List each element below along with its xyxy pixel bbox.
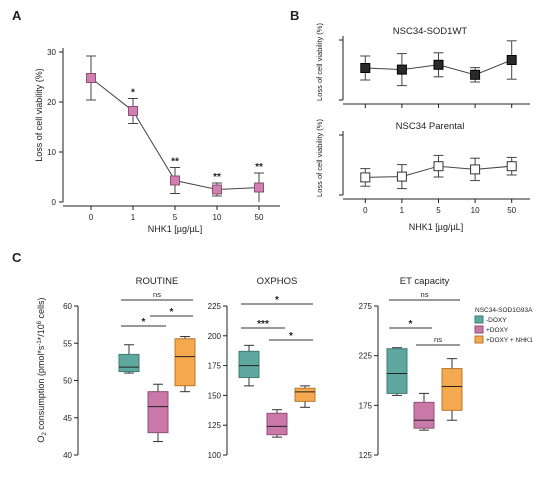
routine-box (118, 353, 140, 373)
panel-a-significance-label: ** (171, 157, 179, 168)
panel-c-legend: NSC34-SOD1G93A -DOXY +DOXY +DOXY + NHK1 (474, 307, 533, 344)
oxphos-comparison-label: * (275, 295, 279, 306)
panel-a-significance-label: ** (213, 172, 221, 183)
panel-c-box-plots: O2 consumption (pmol*s-1*/106 cells) NSC… (36, 276, 533, 460)
legend-label: +DOXY + NHK1 (486, 337, 533, 344)
panel-b-bottom-data-point (433, 161, 444, 172)
panel-a-data-point (212, 184, 222, 195)
panel-b-top-data-point (396, 64, 407, 75)
legend-label: -DOXY (486, 317, 507, 324)
routine-comparison-label: * (142, 317, 146, 328)
oxphos-ytick-label: 100 (208, 451, 222, 460)
legend-label: +DOXY (486, 327, 509, 334)
panel-b-xlabel: NHK1 [µg/µL] (409, 222, 463, 232)
routine-box (147, 391, 169, 434)
routine-ytick-label: 50 (63, 377, 72, 386)
panel-b-top-data-point (360, 63, 371, 73)
routine-comparison-label: * (170, 307, 174, 318)
panel-b-bottom-title: NSC34 Parental (396, 121, 465, 132)
et-capacity-ytick-label: 275 (359, 302, 373, 311)
panel-b-bottom-xtick-label: 10 (471, 206, 480, 215)
panel-a-line-chart: Loss of cell viability (%) NHK1 [µg/µL] … (34, 48, 280, 234)
et-capacity-title: ET capacity (400, 276, 450, 287)
legend-title: NSC34-SOD1G93A (475, 307, 533, 314)
et-capacity-ytick-label: 125 (359, 451, 373, 460)
oxphos-comparison-label: *** (257, 319, 269, 330)
oxphos-ytick-label: 175 (208, 362, 222, 371)
et-capacity-comparison-label: ns (421, 290, 429, 299)
panel-a-data-point (128, 106, 138, 116)
oxphos-ytick-label: 200 (208, 332, 222, 341)
et-capacity-box (441, 368, 463, 411)
oxphos-ytick-label: 150 (208, 391, 222, 400)
oxphos-ytick-label: 125 (208, 421, 222, 430)
panel-a-ylabel: Loss of cell viability (%) (34, 68, 44, 162)
routine-ytick-label: 60 (63, 302, 72, 311)
legend-swatch (474, 315, 484, 324)
panel-b-bottom-data-point (470, 164, 481, 175)
panel-a-data-point (254, 182, 264, 193)
routine-ytick-label: 45 (63, 414, 72, 423)
legend-swatch (474, 335, 484, 344)
panel-b-line-charts: NSC34-SOD1WT NSC34 Parental Loss of cell… (315, 23, 530, 232)
routine-ytick-label: 55 (63, 339, 72, 348)
panel-b-top-ylabel: Loss of cell viability (%) (315, 23, 324, 101)
oxphos-box (238, 350, 260, 379)
panel-a-data-point (86, 73, 96, 83)
panel-a-ytick-label: 20 (47, 98, 56, 107)
panel-c-ylabel: O2 consumption (pmol*s-1*/106 cells) (36, 297, 48, 442)
oxphos-comparison-label: * (289, 331, 293, 342)
et-capacity-box (386, 348, 408, 394)
panel-letter-b: B (290, 8, 299, 23)
panel-a-ytick-label: 30 (47, 48, 56, 57)
panel-a-xtick-label: 0 (89, 213, 94, 222)
panel-a-data-point (170, 175, 180, 186)
oxphos-title: OXPHOS (257, 276, 298, 287)
panel-a-xtick-label: 10 (213, 213, 222, 222)
panel-b-bottom-data-point (396, 171, 407, 182)
panel-a-ytick-label: 10 (47, 148, 56, 157)
panel-b-bottom-xtick-label: 1 (400, 206, 405, 215)
oxphos-ytick-label: 225 (208, 302, 222, 311)
panel-b-bottom-xtick-label: 0 (363, 206, 368, 215)
panel-a-significance-label: ** (255, 162, 263, 173)
panel-b-bottom-xtick-label: 5 (436, 206, 441, 215)
routine-box (174, 338, 196, 387)
panel-b-bottom-xtick-label: 50 (507, 206, 516, 215)
et-capacity-comparison-label: * (409, 319, 413, 330)
panel-letter-a: A (12, 8, 22, 23)
panel-a-xtick-label: 1 (131, 213, 136, 222)
legend-swatch (474, 325, 484, 334)
oxphos-box (294, 387, 316, 402)
panel-b-bottom-ylabel: Loss of cell viability (%) (315, 119, 324, 197)
panel-b-top-data-point (470, 69, 481, 80)
routine-ytick-label: 40 (63, 451, 72, 460)
panel-b-top-title: NSC34-SOD1WT (393, 26, 468, 37)
panel-letter-c: C (12, 250, 22, 265)
panel-a-significance-label: * (131, 88, 135, 99)
et-capacity-box (413, 401, 435, 429)
panel-a-xtick-label: 5 (173, 213, 178, 222)
panel-b-top-data-point (506, 55, 517, 65)
et-capacity-comparison-label: ns (434, 335, 442, 344)
panel-a-xlabel: NHK1 [µg/µL] (148, 224, 202, 234)
panel-a-xtick-label: 50 (255, 213, 264, 222)
routine-title: ROUTINE (136, 276, 179, 287)
et-capacity-ytick-label: 225 (359, 352, 373, 361)
panel-b-bottom-data-point (360, 172, 371, 183)
panel-a-ytick-label: 0 (52, 198, 57, 207)
routine-comparison-label: ns (153, 290, 161, 299)
panel-b-top-data-point (433, 59, 444, 70)
panel-b-bottom-data-point (506, 161, 517, 172)
oxphos-box (266, 412, 288, 436)
et-capacity-ytick-label: 175 (359, 401, 373, 410)
